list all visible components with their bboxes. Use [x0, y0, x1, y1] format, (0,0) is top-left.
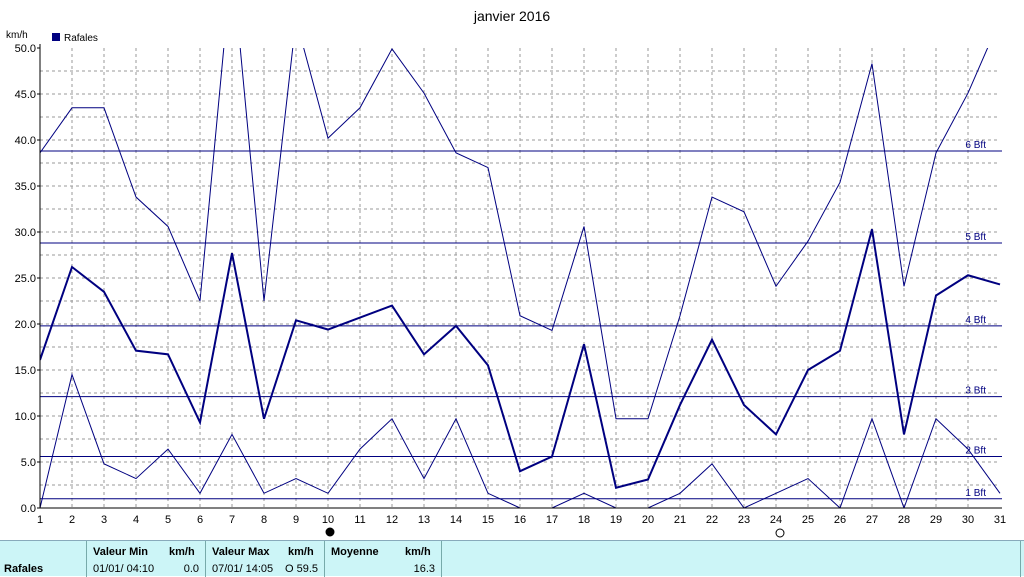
x-tick-label: 3 [101, 514, 107, 526]
y-tick-label: 40.0 [15, 135, 36, 147]
footer-avg-cell: Moyenne km/h 16.3 [325, 541, 441, 577]
footer-row-label-cell: Rafales [0, 541, 86, 577]
beaufort-label: 2 Bft [965, 445, 986, 456]
grid [40, 48, 1000, 508]
x-tick-label: 4 [133, 514, 139, 526]
x-tick-label: 20 [642, 514, 654, 526]
footer-max-cell: Valeur Max km/h 07/01/ 14:05 O 59.5 [206, 541, 324, 577]
y-tick-label: 50.0 [15, 43, 36, 55]
footer-separator [1020, 541, 1021, 577]
x-tick-label: 6 [197, 514, 203, 526]
beaufort-label: 1 Bft [965, 488, 986, 499]
x-tick-label: 13 [418, 514, 430, 526]
axes: 1 2 3 4 5 6 7 8 9 10 11 12 13 14 15 16 17 18 19 20 21 22 23 24 2… [15, 43, 1006, 538]
x-tick-label: 14 [450, 514, 462, 526]
x-tick-label: 21 [674, 514, 686, 526]
max-value: 59.5 [296, 563, 318, 575]
y-axis-label: km/h [6, 30, 28, 41]
x-tick-label: 16 [514, 514, 526, 526]
beaufort-label: 4 Bft [965, 315, 986, 326]
beaufort-label: 6 Bft [965, 140, 986, 151]
footer-min-cell: Valeur Min km/h 01/01/ 04:10 0.0 [87, 541, 205, 577]
series-line-min [40, 372, 1001, 508]
min-unit: km/h [169, 546, 195, 558]
x-tick-label: 19 [610, 514, 622, 526]
x-tick-label: 1 [37, 514, 43, 526]
x-tick-label: 11 [354, 514, 365, 526]
y-tick-label: 45.0 [15, 89, 36, 101]
x-tick-label: 17 [546, 514, 558, 526]
x-tick-label: 31 [994, 514, 1006, 526]
footer-separator [324, 541, 325, 577]
x-tick-label: 8 [261, 514, 267, 526]
new-moon-icon [325, 527, 335, 537]
x-tick-label: 15 [482, 514, 494, 526]
max-date: 07/01/ 14:05 [212, 563, 274, 575]
x-tick-label: 5 [165, 514, 171, 526]
y-tick-label: 10.0 [15, 411, 36, 423]
min-date: 01/01/ 04:10 [93, 563, 155, 575]
y-tick-label: 0.0 [21, 503, 36, 515]
series-line-max [40, 48, 989, 420]
legend-label: Rafales [64, 33, 98, 44]
y-tick-label: 35.0 [15, 181, 36, 193]
y-tick-label: 30.0 [15, 227, 36, 239]
x-tick-label: 2 [69, 514, 75, 526]
footer-separator [205, 541, 206, 577]
max-header: Valeur Max [212, 546, 270, 558]
min-header: Valeur Min [93, 546, 149, 558]
footer-row-label: Rafales [4, 563, 44, 575]
avg-value: 16.3 [413, 563, 435, 575]
y-tick-label: 5.0 [21, 457, 36, 469]
series-line-mean [40, 228, 1001, 489]
min-value: 0.0 [183, 563, 199, 575]
x-tick-label: 22 [706, 514, 718, 526]
x-tick-label: 9 [293, 514, 299, 526]
x-tick-label: 28 [898, 514, 910, 526]
footer-separator [441, 541, 442, 577]
beaufort-label: 3 Bft [965, 386, 986, 397]
max-marker: O [285, 563, 294, 575]
x-tick-label: 23 [738, 514, 750, 526]
avg-unit: km/h [405, 546, 431, 558]
x-tick-label: 12 [386, 514, 398, 526]
x-tick-label: 24 [770, 514, 782, 526]
x-tick-label: 27 [866, 514, 878, 526]
y-tick-label: 25.0 [15, 273, 36, 285]
max-unit: km/h [288, 546, 314, 558]
y-tick-label: 15.0 [15, 365, 36, 377]
beaufort-label: 5 Bft [965, 232, 986, 243]
avg-header: Moyenne [331, 546, 379, 558]
x-tick-label: 7 [229, 514, 235, 526]
beaufort-reference-lines: 1 Bft 2 Bft 3 Bft 4 Bft 5 Bft 6 Bft [40, 140, 1002, 500]
x-tick-label: 26 [834, 514, 846, 526]
stats-footer: Rafales Valeur Min km/h 01/01/ 04:10 0.0… [0, 540, 1024, 577]
series-lines [40, 48, 1001, 508]
x-tick-label: 18 [578, 514, 590, 526]
footer-separator [86, 541, 87, 577]
chart-title: janvier 2016 [473, 8, 550, 24]
x-tick-label: 29 [930, 514, 942, 526]
legend-swatch [52, 33, 60, 41]
x-tick-label: 10 [322, 514, 334, 526]
y-tick-label: 20.0 [15, 319, 36, 331]
x-tick-label: 25 [802, 514, 814, 526]
x-tick-label: 30 [962, 514, 974, 526]
full-moon-icon [775, 528, 785, 538]
